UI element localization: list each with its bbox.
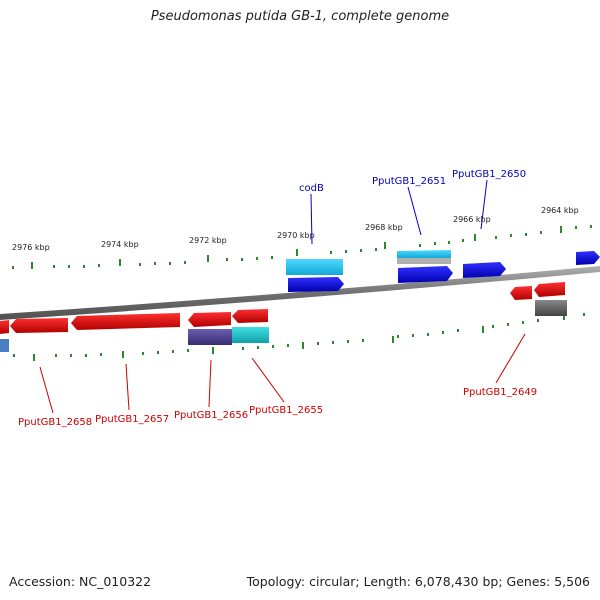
label-leaders [39,179,526,414]
scale-label-2972: 2972 kbp [189,236,227,245]
genome-backbone [0,266,600,320]
leader-pputgb1-2658 [39,366,54,414]
scale-label-2966: 2966 kbp [453,215,491,224]
scale-label-2964: 2964 kbp [541,206,579,215]
feature-pputgb1-2656-gene[interactable] [188,312,231,327]
inner-major-ticks [33,313,565,361]
scale-label-2968: 2968 kbp [365,223,403,232]
genome-summary-text: Topology: circular; Length: 6,078,430 bp… [246,574,590,589]
feature-left-edge-blue[interactable] [0,339,9,352]
leader-pputgb1-2651 [407,186,422,236]
scale-label-2976: 2976 kbp [12,243,50,252]
label-codb[interactable]: codB [299,183,324,194]
feature-left-edge-gene[interactable] [0,320,9,334]
feature-pputgb1-2651-cyan[interactable] [397,250,451,258]
map-title: Pseudomonas putida GB-1, complete genome [150,9,450,24]
leader-pputgb1-2650 [480,179,488,230]
leader-pputgb1-2655 [251,357,285,403]
label-pputgb1-2650[interactable]: PputGB1_2650 [452,169,526,180]
outer-major-ticks [31,226,562,269]
leader-pputgb1-2657 [125,363,130,411]
inner-scale [13,313,585,361]
forward-features [286,250,600,292]
label-pputgb1-2651[interactable]: PputGB1_2651 [372,176,446,187]
label-pputgb1-2657[interactable]: PputGB1_2657 [95,414,169,425]
inner-minor-ticks [13,313,585,357]
gene-labels: codB PputGB1_2651 PputGB1_2650 PputGB1_2… [18,169,537,428]
feature-pputgb1-2651-gene[interactable] [398,266,453,283]
feature-pputgb1-2651-grey[interactable] [397,258,451,264]
outer-scale: 2976 kbp 2974 kbp 2972 kbp 2970 kbp 2968… [12,206,592,269]
label-pputgb1-2658[interactable]: PputGB1_2658 [18,417,92,428]
feature-pputgb1-2649-grey[interactable] [535,300,567,316]
leader-pputgb1-2649 [495,333,526,384]
feature-pputgb1-2649-small-gene[interactable] [510,286,532,300]
label-pputgb1-2655[interactable]: PputGB1_2655 [249,405,323,416]
scale-labels: 2976 kbp 2974 kbp 2972 kbp 2970 kbp 2968… [12,206,579,252]
feature-codb-cyan[interactable] [286,259,343,275]
label-pputgb1-2649[interactable]: PputGB1_2649 [463,387,537,398]
feature-pputgb1-2649-gene[interactable] [534,282,565,297]
scale-label-2974: 2974 kbp [101,240,139,249]
feature-pputgb1-2650-gene[interactable] [463,262,506,278]
feature-pputgb1-2655-gene[interactable] [232,309,268,323]
leader-codb [310,193,313,245]
feature-pputgb1-2655-teal[interactable] [232,327,269,343]
reverse-features [0,282,567,352]
feature-pputgb1-2658-gene[interactable] [10,318,68,333]
accession-text: Accession: NC_010322 [9,574,152,589]
leader-pputgb1-2656 [208,359,212,408]
feature-pputgb1-2649-right-gene[interactable] [576,251,600,265]
feature-pputgb1-2656-purple[interactable] [188,329,232,345]
label-pputgb1-2656[interactable]: PputGB1_2656 [174,410,248,421]
feature-pputgb1-2657-gene[interactable] [71,313,180,330]
outer-minor-ticks [12,225,592,269]
feature-codb-gene[interactable] [288,277,344,292]
scale-label-2970: 2970 kbp [277,231,315,240]
